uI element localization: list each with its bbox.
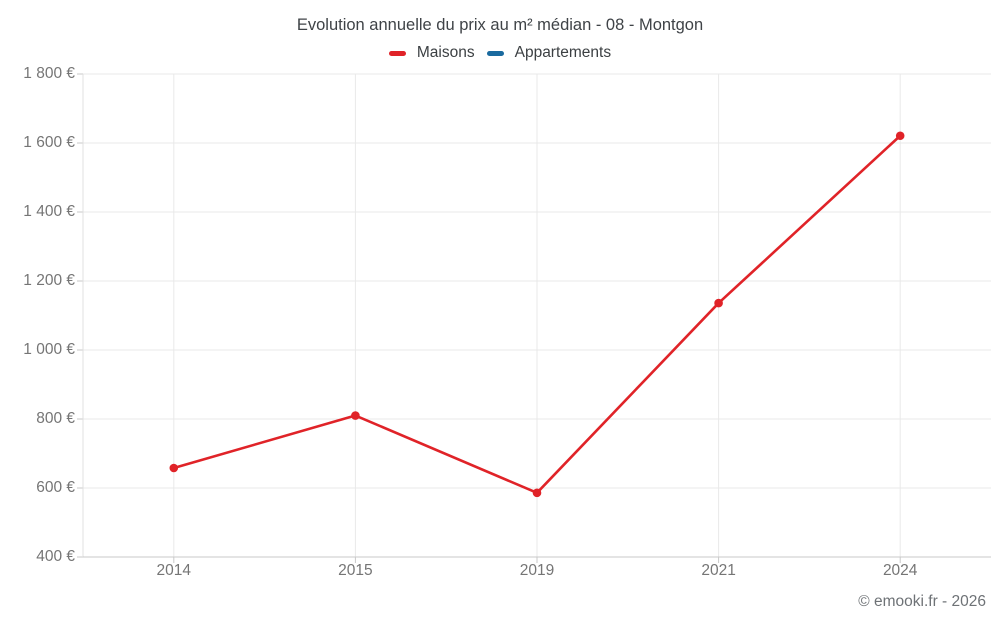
legend-label: Appartements xyxy=(514,44,612,61)
copyright-text: © emooki.fr - 2026 xyxy=(858,593,986,610)
legend-item-appartements[interactable]: Appartements xyxy=(486,44,612,62)
chart-title: Evolution annuelle du prix au m² médian … xyxy=(296,16,704,34)
data-point-maisons-2019[interactable] xyxy=(532,488,542,498)
data-point-maisons-2021[interactable] xyxy=(714,298,723,308)
legend: Maisons Appartements xyxy=(0,44,1000,62)
legend-swatch-maisons xyxy=(388,50,406,56)
legend-item-maisons[interactable]: Maisons xyxy=(388,44,475,62)
legend-label: Maisons xyxy=(416,44,475,61)
data-point-maisons-2014[interactable] xyxy=(169,463,179,473)
data-point-maisons-2015[interactable] xyxy=(351,411,360,420)
data-point-maisons-2024[interactable] xyxy=(895,131,905,141)
legend-swatch-appartements xyxy=(486,50,504,56)
